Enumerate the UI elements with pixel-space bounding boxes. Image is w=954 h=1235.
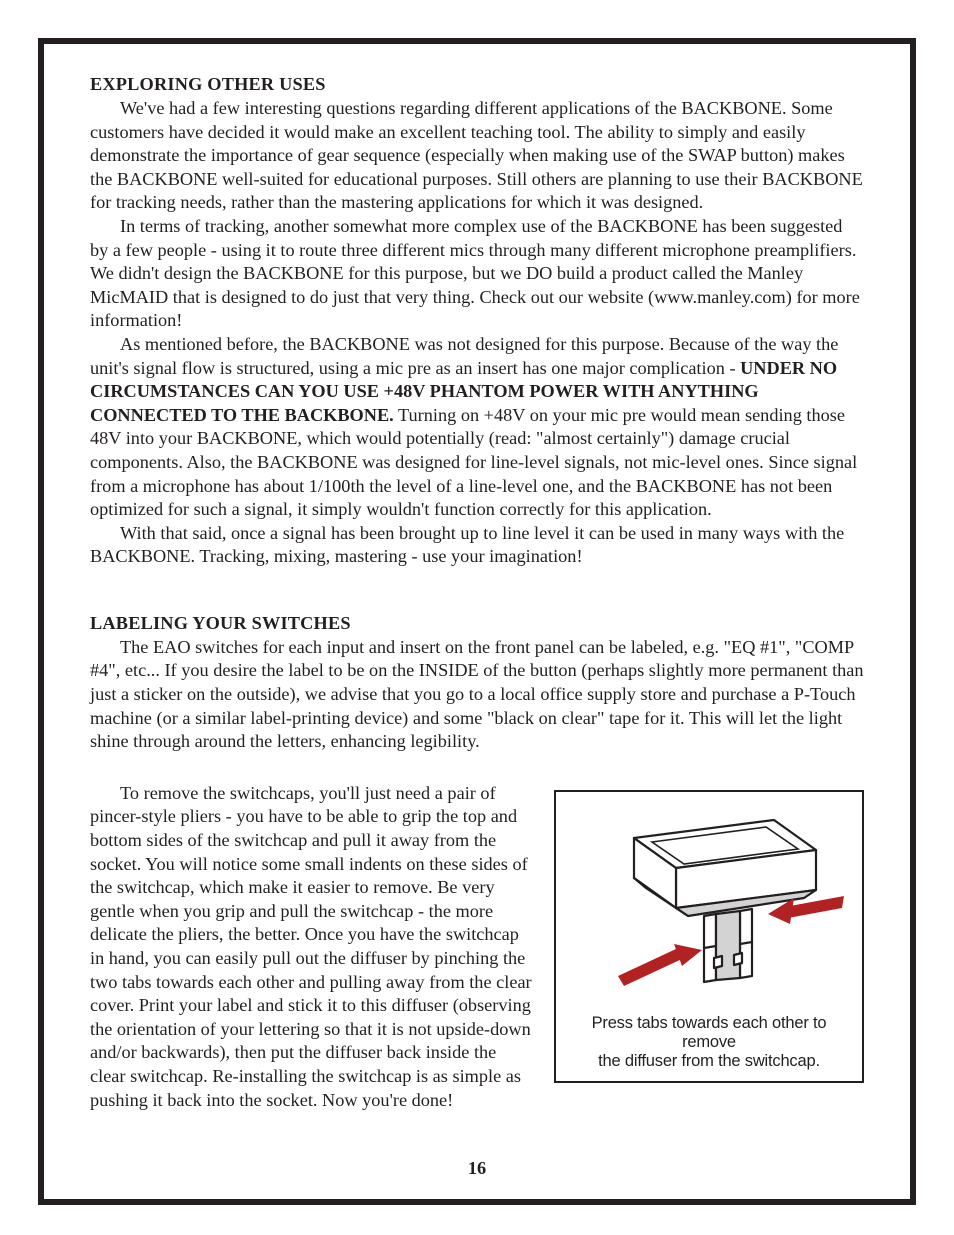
left-text-column: To remove the switchcaps, you'll just ne… [90, 782, 536, 1112]
two-column-row: To remove the switchcaps, you'll just ne… [90, 782, 864, 1112]
switchcap-figure: Press tabs towards each other to remove … [554, 790, 864, 1083]
figure-caption-line2: the diffuser from the switchcap. [598, 1052, 820, 1070]
page-number: 16 [44, 1158, 910, 1179]
section2-paragraph-1: The EAO switches for each input and inse… [90, 636, 864, 754]
section1-paragraph-3: As mentioned before, the BACKBONE was no… [90, 333, 864, 522]
content-frame: EXPLORING OTHER USES We've had a few int… [38, 38, 916, 1205]
section1-p3-lead: As mentioned before, the BACKBONE was no… [90, 334, 838, 378]
figure-caption-line1: Press tabs towards each other to remove [592, 1014, 827, 1051]
heading-labeling-your-switches: LABELING YOUR SWITCHES [90, 613, 864, 634]
switchcap-diagram-svg [564, 798, 854, 1008]
figure-caption: Press tabs towards each other to remove … [564, 1014, 854, 1071]
section1-paragraph-1: We've had a few interesting questions re… [90, 97, 864, 215]
section2-paragraph-2: To remove the switchcaps, you'll just ne… [90, 782, 536, 1112]
section1-paragraph-2: In terms of tracking, another somewhat m… [90, 215, 864, 333]
section1-paragraph-4: With that said, once a signal has been b… [90, 522, 864, 569]
heading-exploring-other-uses: EXPLORING OTHER USES [90, 74, 864, 95]
arrow-left-icon [618, 944, 702, 986]
page: EXPLORING OTHER USES We've had a few int… [0, 0, 954, 1235]
